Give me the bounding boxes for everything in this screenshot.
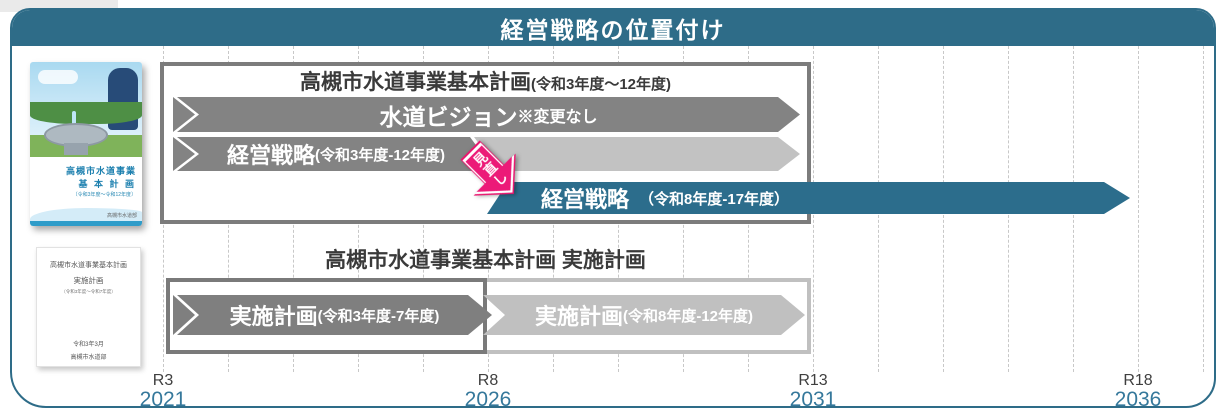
- axis-era-label: R3: [152, 372, 174, 389]
- axis-year-label: 2031: [789, 388, 837, 408]
- vision-bar-note: ※変更なし: [517, 108, 598, 126]
- new-strategy-arrow: 経営戦略 （令和8年度-17年度）: [487, 182, 1130, 214]
- cloud-shape: [38, 70, 78, 84]
- axis-era-label: R18: [1123, 372, 1153, 389]
- impl-cover-line1: 高槻市水道事業基本計画: [50, 262, 127, 269]
- slide-header: 経営戦略の位置付け: [12, 10, 1214, 46]
- impl-cover-line4: 令和3年3月: [73, 342, 104, 348]
- cover-title-line1: 高槻市水道事業: [65, 166, 136, 176]
- vision-bar: 水道ビジョン ※変更なし: [177, 97, 800, 132]
- fountain-water: [72, 111, 76, 129]
- trees-shape: [30, 102, 142, 124]
- cover-title-note: 〔令和3年度～令和12年度〕: [72, 192, 136, 198]
- review-badge-label: 見直し: [469, 149, 511, 191]
- axis-tick-r3: R3 2021: [113, 372, 213, 408]
- cover-publisher: 高槻市水道部: [106, 213, 137, 219]
- grid-year-line: [1203, 46, 1204, 372]
- grid-year-line: [1138, 46, 1139, 372]
- strategy-bar-current: 経営戦略 (令和3年度-12年度): [177, 137, 495, 171]
- implementation-next-label: 実施計画: [534, 304, 623, 329]
- implementation-plan-cover-image: 高槻市水道事業基本計画 実施計画 （令和3年度～令和7年度） 令和3年3月 高槻…: [36, 247, 141, 367]
- cover-photo: [30, 62, 142, 157]
- basic-plan-box-title: 高槻市水道事業基本計画(令和3年度～12年度): [160, 66, 811, 96]
- axis-era-label: R8: [477, 372, 499, 389]
- vision-bar-label: 水道ビジョン: [379, 103, 518, 130]
- strategy-bar-faded-continuation: [474, 137, 800, 171]
- strategy-bar-note: (令和3年度-12年度): [315, 146, 446, 164]
- cover-bottom-band: [30, 221, 142, 226]
- new-strategy-note: （令和8年度-17年度）: [639, 190, 790, 208]
- impl-cover-line5: 高槻市水道部: [70, 355, 107, 361]
- axis-year-label: 2026: [464, 388, 512, 408]
- impl-cover-line2: 実施計画: [73, 276, 104, 285]
- basic-plan-title-note: (令和3年度～12年度): [530, 76, 672, 93]
- implementation-title-text: 高槻市水道事業基本計画 実施計画: [325, 249, 646, 272]
- basic-plan-cover-image: 高槻市水道事業 基 本 計 画 〔令和3年度～令和12年度〕 高槻市水道部: [30, 62, 142, 226]
- axis-tick-r18: R18 2036: [1088, 372, 1188, 408]
- implementation-box-title: 高槻市水道事業基本計画 実施計画: [160, 244, 811, 274]
- implementation-next-note: (令和8年度-12年度): [623, 307, 754, 325]
- slide-panel: 経営戦略の位置付け 高槻市水道事業 基 本 計 画 〔令和3年度～令和12年度〕…: [10, 8, 1216, 408]
- implementation-bar-next: 実施計画 (令和8年度-12年度): [483, 295, 805, 335]
- axis-era-label: R13: [798, 372, 828, 389]
- axis-tick-r13: R13 2031: [763, 372, 863, 408]
- cover-title-block: 高槻市水道事業 基 本 計 画 〔令和3年度～令和12年度〕: [66, 164, 136, 198]
- basic-plan-title-text: 高槻市水道事業基本計画: [299, 71, 531, 94]
- implementation-current-label: 実施計画: [229, 304, 318, 329]
- implementation-bar-current: 実施計画 (令和3年度-7年度): [177, 295, 492, 335]
- strategy-bar-label: 経営戦略: [226, 143, 315, 168]
- axis-year-label: 2036: [1114, 388, 1162, 408]
- cover-title-line2: 基 本 計 画: [78, 179, 136, 189]
- new-strategy-label: 経営戦略: [541, 187, 630, 212]
- implementation-current-note: (令和3年度-7年度): [317, 307, 440, 325]
- cover-wave-shape: [30, 208, 142, 222]
- impl-cover-line3: （令和3年度～令和7年度）: [61, 289, 116, 294]
- fountain-pedestal: [64, 143, 88, 155]
- axis-tick-r8: R8 2026: [438, 372, 538, 408]
- page-title: 経営戦略の位置付け: [500, 17, 726, 43]
- axis-year-label: 2021: [139, 388, 187, 408]
